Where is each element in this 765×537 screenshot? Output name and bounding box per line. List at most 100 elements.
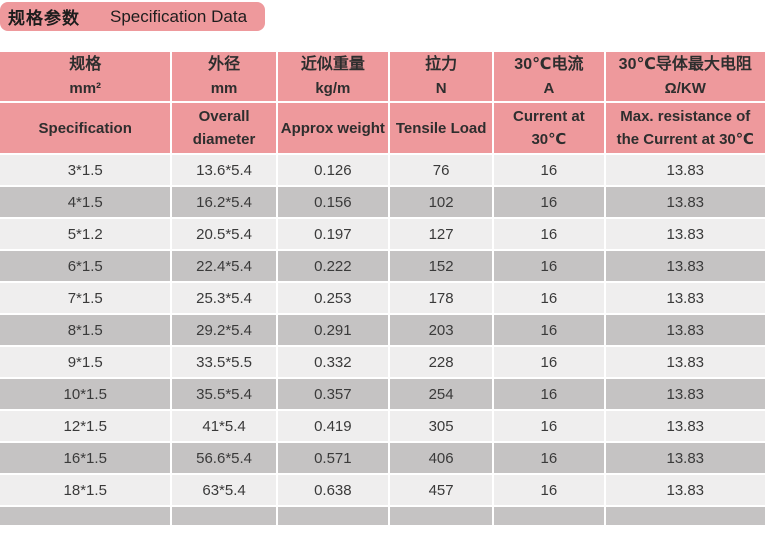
table-cell: 254: [389, 379, 493, 409]
table-row: 10*1.5 35.5*5.4 0.357 254 16 13.83: [0, 379, 765, 409]
table-cell: [277, 507, 388, 525]
table-cell: 13.83: [605, 379, 765, 409]
table-cell: 20.5*5.4: [172, 219, 276, 249]
table-cell: 16: [494, 475, 604, 505]
table-cell: 41*5.4: [172, 411, 276, 441]
table-cell: 0.222: [277, 251, 388, 281]
header-unit: N: [435, 80, 447, 97]
table-row: 9*1.5 33.5*5.5 0.332 228 16 13.83: [0, 347, 765, 377]
table-cell: 10*1.5: [0, 379, 171, 409]
header-unit: kg/m: [315, 80, 351, 97]
header-cell-zh-3: 拉力 N: [389, 52, 493, 101]
header-label-zh: 近似重量: [300, 56, 365, 73]
table-cell: 13.83: [605, 219, 765, 249]
table-cell: 63*5.4: [172, 475, 276, 505]
table-cell: 6*1.5: [0, 251, 171, 281]
header-row-en: Specification Overall diameter Approx weig…: [0, 103, 765, 153]
table-cell: 29.2*5.4: [172, 315, 276, 345]
header-cell-en-4: Current at 30℃: [494, 103, 604, 153]
table-row: 5*1.2 20.5*5.4 0.197 127 16 13.83: [0, 219, 765, 249]
table-cell: 13.83: [605, 475, 765, 505]
table-row: 7*1.5 25.3*5.4 0.253 178 16 13.83: [0, 283, 765, 313]
table-cell: 5*1.2: [0, 219, 171, 249]
header-cell-en-0: Specification: [0, 103, 171, 153]
table-cell: 16*1.5: [0, 443, 171, 473]
header-cell-zh-5: 30℃导体最大电阻 Ω/KW: [605, 52, 765, 101]
table-cell: 9*1.5: [0, 347, 171, 377]
table-cell: 13.83: [605, 251, 765, 281]
table-cell: [494, 507, 604, 525]
table-cell: 0.253: [277, 283, 388, 313]
table-row: 3*1.5 13.6*5.4 0.126 76 16 13.83: [0, 155, 765, 185]
table-cell: 13.83: [605, 187, 765, 217]
table-cell: 16: [494, 315, 604, 345]
table-cell: 457: [389, 475, 493, 505]
header-unit: Ω/KW: [664, 80, 706, 97]
table-cell: 7*1.5: [0, 283, 171, 313]
table-cell: 13.83: [605, 283, 765, 313]
header-cell-en-3: Tensile Load: [389, 103, 493, 153]
header-unit: mm²: [69, 80, 102, 97]
table-cell: 0.197: [277, 219, 388, 249]
table-cell: 16: [494, 251, 604, 281]
table-cell: 102: [389, 187, 493, 217]
table-cell: 13.6*5.4: [172, 155, 276, 185]
table-row: 6*1.5 22.4*5.4 0.222 152 16 13.83: [0, 251, 765, 281]
table-cell: 152: [389, 251, 493, 281]
table-row-partial: [0, 507, 765, 525]
table-cell: 0.156: [277, 187, 388, 217]
table-cell: 76: [389, 155, 493, 185]
table-cell: 12*1.5: [0, 411, 171, 441]
table-cell: [605, 507, 765, 525]
table-cell: 228: [389, 347, 493, 377]
table-cell: 18*1.5: [0, 475, 171, 505]
page-title: 规格参数 Specification Data: [0, 2, 266, 31]
table-row: 4*1.5 16.2*5.4 0.156 102 16 13.83: [0, 187, 765, 217]
page-title-zh: 规格参数: [8, 9, 80, 28]
header-cell-en-1: Overall diameter: [172, 103, 276, 153]
header-cell-zh-0: 规格 mm²: [0, 52, 171, 101]
table-cell: 16: [494, 411, 604, 441]
table-cell: 33.5*5.5: [172, 347, 276, 377]
table-cell: 0.419: [277, 411, 388, 441]
table-cell: 16: [494, 283, 604, 313]
table-cell: 16: [494, 219, 604, 249]
table-cell: 16: [494, 155, 604, 185]
table-cell: [0, 507, 171, 525]
table-cell: 305: [389, 411, 493, 441]
table-row: 18*1.5 63*5.4 0.638 457 16 13.83: [0, 475, 765, 505]
header-row-zh: 规格 mm² 外径 mm 近似重量 kg/m 拉力 N 30℃电流 A 30℃导体最大电阻 Ω/KW: [0, 52, 765, 101]
table-cell: 8*1.5: [0, 315, 171, 345]
specification-table-body: 3*1.5 13.6*5.4 0.126 76 16 13.83 4*1.5 16.2*5.4…: [0, 155, 765, 525]
header-label-zh: 拉力: [425, 56, 458, 73]
header-cell-zh-1: 外径 mm: [172, 52, 276, 101]
table-cell: 406: [389, 443, 493, 473]
table-row: 8*1.5 29.2*5.4 0.291 203 16 13.83: [0, 315, 765, 345]
table-cell: 16.2*5.4: [172, 187, 276, 217]
table-cell: 0.332: [277, 347, 388, 377]
table-cell: 0.126: [277, 155, 388, 185]
header-cell-zh-4: 30℃电流 A: [494, 52, 604, 101]
specification-table: 规格 mm² 外径 mm 近似重量 kg/m 拉力 N 30℃电流 A 30℃导体最大电阻 Ω/KW …: [0, 50, 765, 527]
table-cell: [389, 507, 493, 525]
table-cell: 0.291: [277, 315, 388, 345]
header-label-zh: 外径: [208, 56, 241, 73]
header-cell-en-5: Max. resistance of the Current at 30℃: [605, 103, 765, 153]
table-cell: 16: [494, 443, 604, 473]
table-row: 16*1.5 56.6*5.4 0.571 406 16 13.83: [0, 443, 765, 473]
page-title-en: Specification Data: [110, 6, 248, 26]
header-cell-zh-2: 近似重量 kg/m: [277, 52, 388, 101]
table-cell: 16: [494, 379, 604, 409]
table-cell: 13.83: [605, 411, 765, 441]
header-cell-en-2: Approx weight: [277, 103, 388, 153]
table-cell: 35.5*5.4: [172, 379, 276, 409]
header-unit: A: [543, 80, 555, 97]
table-cell: 13.83: [605, 155, 765, 185]
header-label-zh: 30℃导体最大电阻: [618, 56, 752, 73]
table-cell: 13.83: [605, 315, 765, 345]
header-label-zh: 30℃电流: [514, 56, 584, 73]
table-cell: 22.4*5.4: [172, 251, 276, 281]
table-cell: 25.3*5.4: [172, 283, 276, 313]
table-cell: [172, 507, 276, 525]
